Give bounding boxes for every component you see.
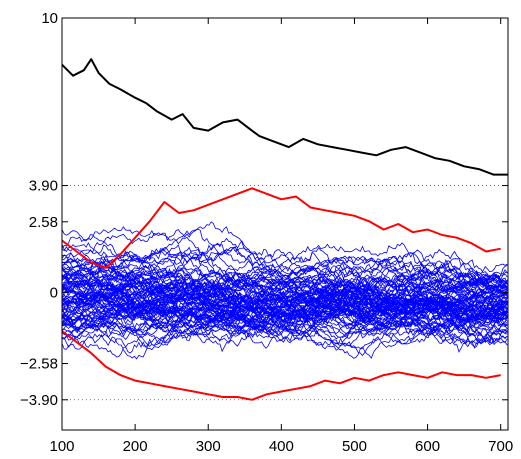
- random-walk-line: [61, 270, 508, 311]
- random-walk-line: [61, 282, 508, 319]
- random-walk-line: [61, 237, 508, 296]
- series-layer: [61, 58, 508, 401]
- random-walk-line: [61, 291, 508, 327]
- random-walk-line: [61, 273, 508, 308]
- axes: 100 200 300 400 500 600 700 10 3.90 2.58 0 −2.58 −3.…: [20, 10, 513, 455]
- random-walk-line: [61, 277, 508, 325]
- x-tick-label: 700: [488, 438, 513, 455]
- random-walk-line: [61, 253, 508, 320]
- plot-background: [62, 18, 508, 430]
- x-tick-label: 400: [269, 438, 294, 455]
- random-walk-line: [61, 282, 508, 333]
- random-walk-line: [61, 242, 508, 283]
- random-walk-line: [61, 310, 508, 350]
- red-series-line: [61, 187, 501, 269]
- y-tick-label: −2.58: [20, 356, 58, 373]
- random-walk-line: [61, 256, 508, 316]
- plot-frame: [61, 17, 509, 431]
- random-walk-line: [61, 284, 508, 322]
- x-tick-label: 600: [415, 438, 440, 455]
- random-walk-line: [61, 260, 508, 339]
- random-walk-line: [61, 244, 508, 300]
- y-tick-label: 3.90: [29, 178, 58, 195]
- random-walk-band: [61, 221, 508, 360]
- y-tick-label: 10: [41, 10, 58, 27]
- x-tick-label: 100: [49, 438, 74, 455]
- x-tick-label: 300: [196, 438, 221, 455]
- x-tick-label: 500: [342, 438, 367, 455]
- random-walk-line: [61, 296, 508, 346]
- random-walk-line: [61, 293, 508, 337]
- y-tick-label: 0: [50, 285, 58, 302]
- y-tick-label: −3.90: [20, 392, 58, 409]
- random-walk-line: [61, 234, 508, 337]
- random-walk-line: [61, 288, 508, 333]
- random-walk-line: [61, 308, 508, 351]
- random-walk-line: [61, 226, 508, 293]
- red-series-line: [61, 330, 501, 401]
- random-walk-line: [61, 261, 508, 296]
- x-tick-label: 200: [123, 438, 148, 455]
- random-walk-line: [61, 258, 508, 328]
- y-tick-label: 2.58: [29, 214, 58, 231]
- black-series-line: [61, 58, 508, 176]
- random-walk-line: [61, 273, 508, 308]
- random-walk-line: [61, 281, 508, 357]
